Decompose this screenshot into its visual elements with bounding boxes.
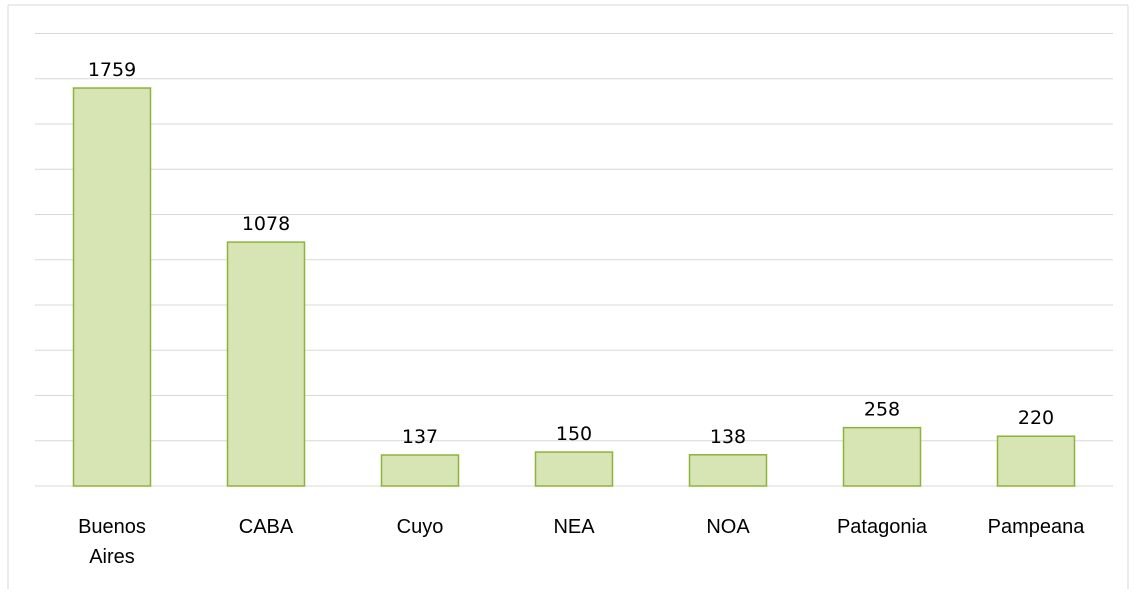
data-label: 258 [864,399,900,421]
bar [842,426,922,487]
x-tick-label: Buenos Aires [78,516,146,568]
bar [534,451,614,487]
x-tick-label: NOA [706,516,750,538]
x-tick-label: Cuyo [396,516,444,538]
bar [72,87,152,487]
bar [688,454,768,487]
x-tick-label: NEA [553,516,595,538]
data-label: 137 [402,426,438,448]
data-label: 1078 [242,213,290,235]
bar [226,241,306,487]
bar [996,435,1076,487]
data-label: 138 [710,426,746,448]
data-label: 220 [1018,407,1054,429]
bar [380,454,460,487]
x-tick-label: Patagonia [836,516,928,538]
x-tick-label: CABA [238,516,294,538]
x-tick-label: Pampeana [987,516,1085,538]
data-label: 1759 [88,59,136,81]
data-label: 150 [556,423,592,445]
